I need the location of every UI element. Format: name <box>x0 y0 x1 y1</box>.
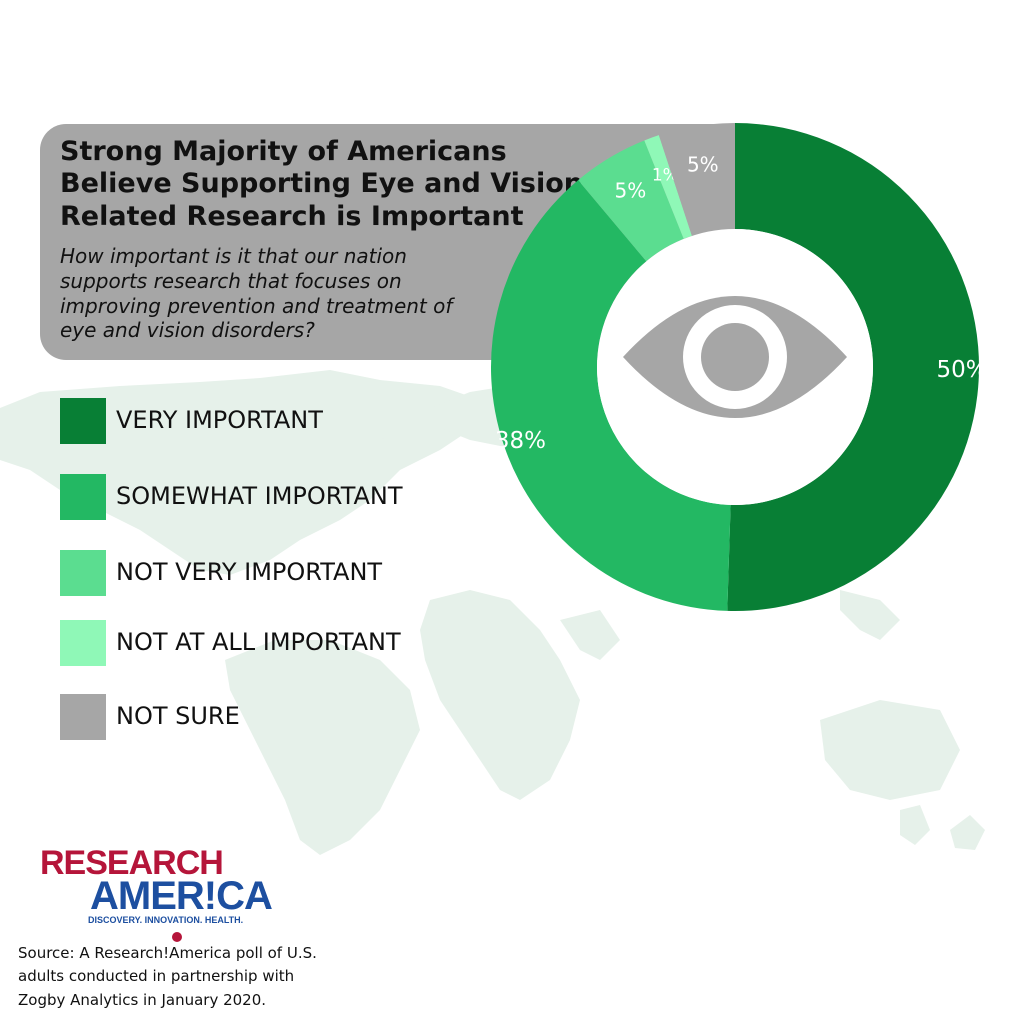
legend-item-very-important: VERY IMPORTANT <box>60 398 480 446</box>
eye-icon <box>623 296 847 418</box>
research-america-logo: RESEARCH AMER!CA DISCOVERY. INNOVATION. … <box>40 846 280 942</box>
logo-line2: AMER!CA <box>90 874 273 918</box>
legend-swatch <box>60 398 106 444</box>
chart-subtitle: How important is it that our nation supp… <box>60 244 453 343</box>
logo-line1: RESEARCH <box>40 844 224 882</box>
data-label-somewhat-important: 38% <box>495 428 546 454</box>
legend-item-not-very-important: NOT VERY IMPORTANT <box>60 550 480 598</box>
donut-slice-not-sure <box>658 123 735 236</box>
legend-item-not-at-all-important: NOT AT ALL IMPORTANT <box>60 620 480 668</box>
legend-item-not-sure: NOT SURE <box>60 694 480 742</box>
legend-label: VERY IMPORTANT <box>116 406 323 434</box>
legend-swatch <box>60 620 106 666</box>
legend-swatch <box>60 550 106 596</box>
logo-tagline: DISCOVERY. INNOVATION. HEALTH. <box>88 915 244 925</box>
donut-slice-not-at-all-important <box>644 135 692 239</box>
legend-label: NOT AT ALL IMPORTANT <box>116 628 401 656</box>
data-label-very-important: 50% <box>936 357 987 383</box>
legend-swatch <box>60 474 106 520</box>
legend-label: NOT VERY IMPORTANT <box>116 558 383 586</box>
data-label-not-sure: 5% <box>687 152 719 176</box>
data-label-not-very-important: 5% <box>614 179 646 203</box>
legend-item-somewhat-important: SOMEWHAT IMPORTANT <box>60 474 480 522</box>
legend-label: SOMEWHAT IMPORTANT <box>116 482 403 510</box>
chart-title: Strong Majority of Americans Believe Sup… <box>60 136 584 232</box>
legend-swatch <box>60 694 106 740</box>
source-note: Source: A Research!America poll of U.S. … <box>18 944 317 1009</box>
donut-slice-somewhat-important <box>491 180 731 611</box>
legend-label: NOT SURE <box>116 702 240 730</box>
logo-dot <box>172 932 182 942</box>
donut-slice-not-very-important <box>578 140 684 262</box>
donut-slice-very-important <box>727 123 980 612</box>
